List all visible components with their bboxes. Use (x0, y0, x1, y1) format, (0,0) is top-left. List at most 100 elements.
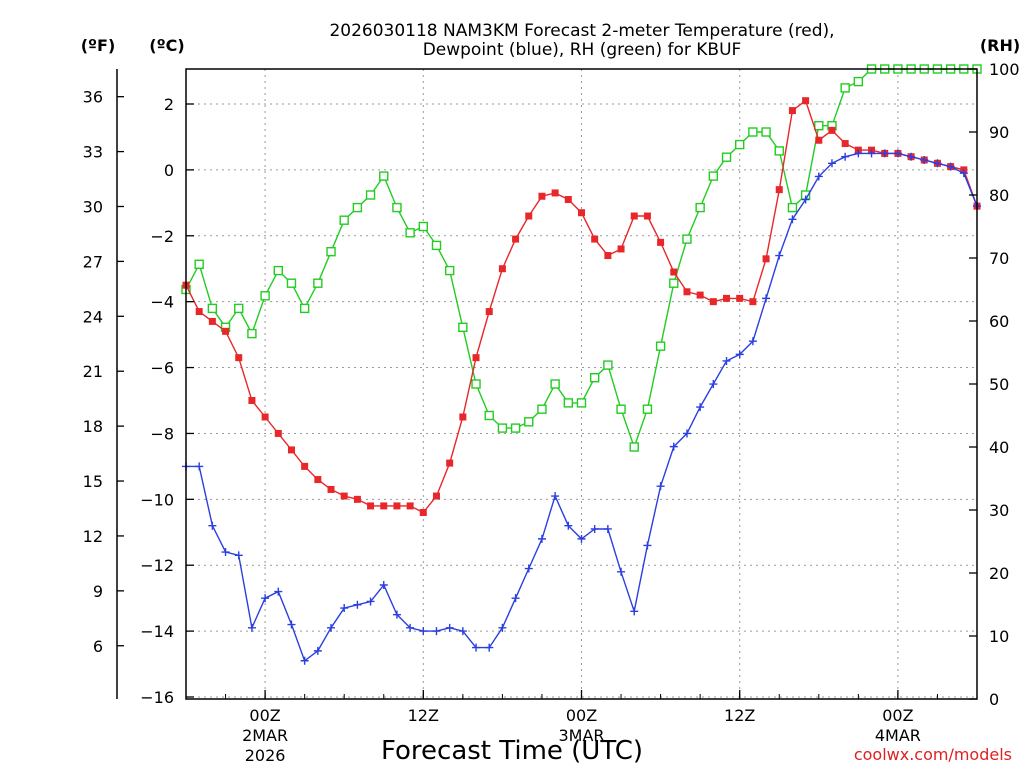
dewpoint-point (775, 251, 784, 260)
temperature-point (564, 196, 572, 204)
rh-point (524, 417, 534, 427)
dewpoint-point (458, 627, 467, 636)
rh-point (735, 139, 745, 150)
rh-tick-label: 10 (989, 627, 1009, 646)
temperature-point (406, 502, 414, 510)
fahrenheit-tick-label: 21 (83, 362, 103, 381)
dewpoint-point (946, 162, 955, 171)
rh-unit-label: (RH) (980, 36, 1020, 55)
rh-point (458, 322, 468, 332)
dewpoint-point (893, 149, 902, 158)
dewpoint-point (880, 149, 889, 158)
celsius-tick-label: 2 (164, 95, 174, 114)
dewpoint-point (920, 156, 929, 165)
rh-point (537, 404, 547, 414)
rh-tick-label: 60 (989, 312, 1009, 331)
dewpoint-point (445, 623, 454, 632)
series-layer (181, 64, 982, 665)
temperature-point (617, 245, 625, 253)
dewpoint-point (287, 620, 296, 629)
temperature-point (432, 492, 440, 500)
fahrenheit-tick-label: 33 (83, 143, 103, 162)
dewpoint-point (195, 462, 204, 471)
rh-point (589, 373, 600, 383)
chart-subtitle: Dewpoint (blue), RH (green) for KBUF (423, 40, 742, 60)
temperature-point (828, 126, 836, 134)
dewpoint-series (182, 149, 981, 665)
rh-tick-label: 100 (989, 60, 1020, 79)
temperature-point (208, 317, 216, 325)
temperature-point (327, 485, 335, 493)
rh-point (642, 404, 653, 414)
dewpoint-point (748, 337, 757, 346)
fahrenheit-tick-label: 36 (83, 88, 103, 107)
x-tick-date: 3MAR (558, 726, 604, 745)
temperature-point (353, 495, 361, 503)
rh-point (194, 259, 204, 269)
temperature-point (393, 502, 401, 510)
dewpoint-point (498, 623, 507, 632)
dewpoint-point (406, 623, 415, 632)
dewpoint-point (696, 403, 705, 412)
x-tick-label: 12Z (408, 706, 439, 725)
temperature-point (604, 252, 612, 260)
dewpoint-point (419, 627, 428, 636)
temperature-point (261, 413, 269, 421)
axis-ticks: 20−2−4−6−8−10−12−14−16363330272421181512… (83, 60, 1020, 765)
rh-point (682, 234, 692, 244)
temperature-point (802, 97, 810, 105)
celsius-tick-label: −8 (150, 424, 174, 443)
dewpoint-point (379, 580, 388, 589)
dewpoint-point (353, 600, 362, 609)
dewpoint-point (590, 524, 599, 533)
dewpoint-point (261, 594, 270, 603)
temperature-point (235, 354, 243, 362)
temperature-point (591, 235, 599, 243)
temperature-point (788, 107, 796, 115)
rh-point (721, 152, 732, 162)
temperature-point (472, 354, 480, 362)
dewpoint-point (788, 215, 797, 224)
rh-point (853, 76, 864, 87)
temperature-point (498, 265, 506, 273)
celsius-tick-label: −12 (140, 556, 174, 575)
rh-point (326, 246, 336, 257)
grid-lines (186, 69, 977, 699)
temperature-point (643, 212, 651, 220)
fahrenheit-tick-label: 30 (83, 197, 103, 216)
rh-tick-label: 70 (989, 249, 1009, 268)
rh-tick-label: 90 (989, 123, 1009, 142)
celsius-tick-label: −14 (140, 622, 174, 641)
dewpoint-point (234, 551, 243, 560)
dewpoint-point (762, 294, 771, 303)
rh-point (313, 278, 323, 288)
rh-point (629, 442, 639, 452)
rh-point (286, 278, 297, 288)
dewpoint-point (485, 643, 494, 652)
fahrenheit-tick-label: 9 (93, 582, 103, 601)
fahrenheit-tick-label: 6 (93, 637, 103, 656)
rh-tick-label: 0 (989, 690, 999, 709)
x-tick-label: 00Z (566, 706, 597, 725)
rh-point (273, 265, 283, 276)
rh-point (669, 278, 679, 288)
dewpoint-point (933, 159, 942, 168)
dewpoint-point (537, 534, 546, 543)
dewpoint-point (617, 567, 626, 576)
rh-point (352, 202, 363, 213)
rh-point (392, 202, 402, 213)
rh-point (247, 328, 257, 339)
dewpoint-point (867, 149, 876, 158)
rh-point (840, 83, 850, 93)
celsius-unit-label: (ºC) (149, 36, 184, 55)
rh-point (299, 303, 310, 314)
rh-tick-label: 30 (989, 501, 1009, 520)
rh-point (431, 240, 442, 251)
dewpoint-point (801, 195, 810, 204)
dewpoint-point (392, 610, 401, 619)
dewpoint-point (630, 607, 639, 616)
temperature-point (274, 429, 282, 437)
fahrenheit-tick-label: 27 (83, 252, 103, 271)
celsius-tick-label: −10 (140, 490, 174, 509)
temperature-point (709, 298, 717, 306)
